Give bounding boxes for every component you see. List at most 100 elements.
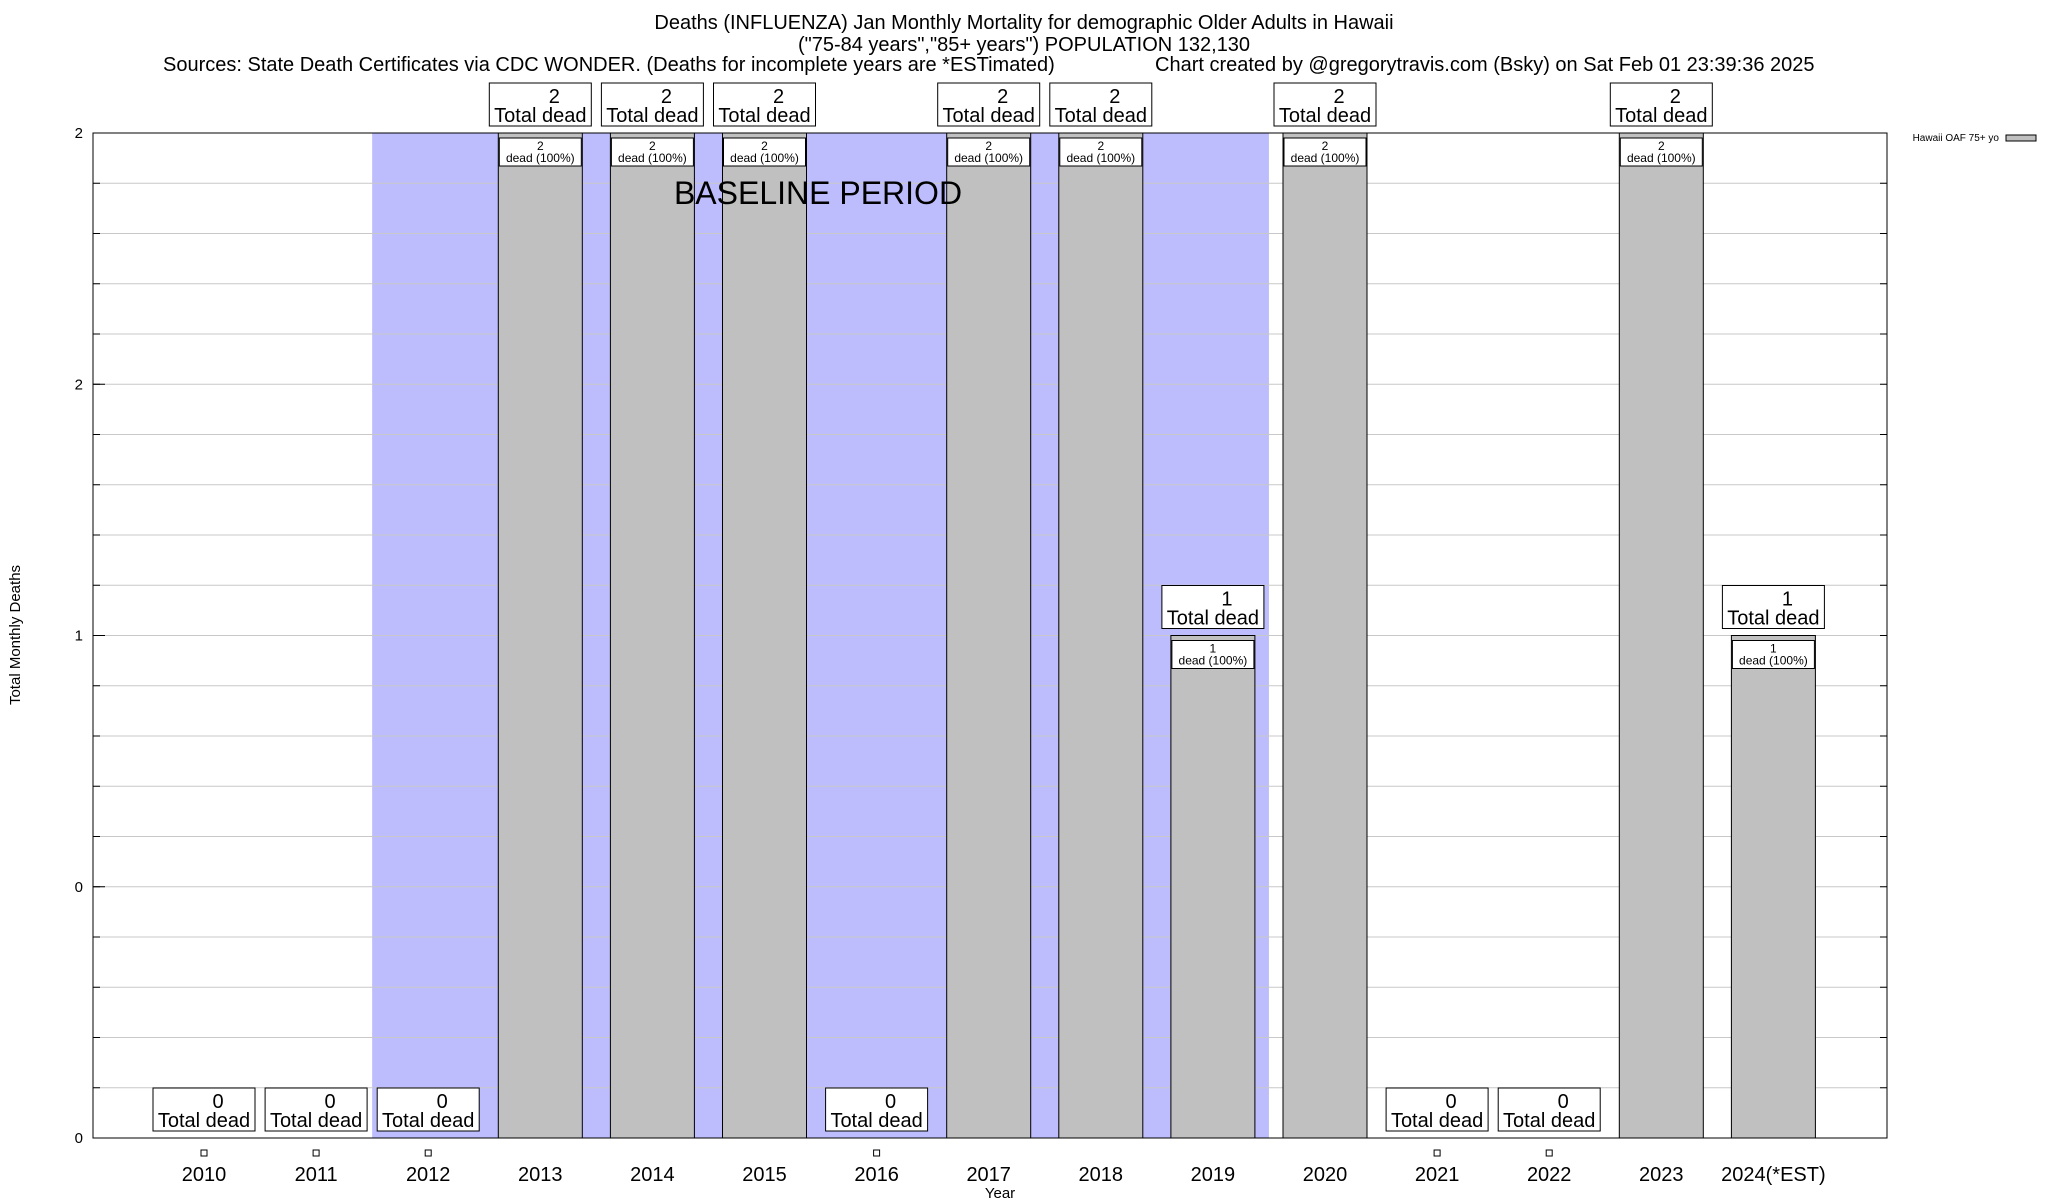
total-value-label: 0 [1558,1091,1569,1113]
total-label-box [1273,82,1377,127]
bar-inner-label-box [947,137,1031,167]
bar-inner-label: dead (100%) [954,151,1023,165]
total-dead-label: Total dead [1615,105,1707,127]
total-dead-label: Total dead [382,1110,474,1132]
bar-inner-label: dead (100%) [730,151,799,165]
bar-inner-value: 2 [1097,139,1104,153]
zero-marker [424,1149,432,1157]
total-label-box [600,82,704,127]
total-value-label: 2 [1109,86,1120,108]
bar-inner-value: 2 [649,139,656,153]
total-label-box [1385,1087,1489,1132]
sources-text: Sources: State Death Certificates via CD… [163,54,1055,76]
x-tick-label: 2015 [742,1164,787,1186]
total-dead-label: Total dead [943,105,1035,127]
bar-inner-value: 2 [985,139,992,153]
x-axis-title: Year [985,1185,1015,1200]
bar-inner-value: 2 [761,139,768,153]
total-value-label: 0 [212,1091,223,1113]
bar-inner-label-box [1171,640,1255,669]
total-value-label: 2 [997,86,1008,108]
total-label-box [1049,82,1153,127]
bar-inner-label: dead (100%) [1627,151,1696,165]
legend-swatch [2005,134,2037,142]
bar-inner-label-box [1283,137,1367,167]
bar-inner-label: dead (100%) [1179,654,1248,668]
total-label-box [1721,585,1825,629]
total-label-box [1609,82,1713,127]
bar-inner-label: dead (100%) [1739,654,1808,668]
x-tick-label: 2022 [1527,1164,1572,1186]
total-value-label: 2 [661,86,672,108]
total-value-label: 0 [1446,1091,1457,1113]
total-label-box [1497,1087,1601,1132]
chart-title: Deaths (INFLUENZA) Jan Monthly Mortality… [0,12,2048,56]
y-tick-label: 0 [75,1130,83,1147]
bar-inner-label-box [610,137,694,167]
y-tick-label: 2 [75,376,83,393]
total-dead-label: Total dead [270,1110,362,1132]
total-label-box [376,1087,480,1132]
total-dead-label: Total dead [1727,608,1819,630]
zero-marker [1433,1149,1441,1157]
total-dead-label: Total dead [606,105,698,127]
zero-marker [873,1149,881,1157]
total-value-label: 2 [773,86,784,108]
y-tick-label: 0 [75,879,83,896]
bar-inner-label-box [498,137,582,167]
x-tick-label: 2020 [1303,1164,1348,1186]
x-tick-label: 2023 [1639,1164,1684,1186]
total-label-box [825,1087,929,1132]
x-tick-label: 2012 [406,1164,451,1186]
bar [722,132,807,1139]
bar-inner-label: dead (100%) [1066,151,1135,165]
total-label-box [713,82,816,127]
credit-text: Chart created by @gregorytravis.com (Bsk… [1155,54,1815,76]
bar [1058,132,1144,1139]
bar [609,132,695,1139]
x-tick-label: 2014 [630,1164,675,1186]
x-tick-label: 2017 [966,1164,1011,1186]
x-tick-label: 2019 [1191,1164,1236,1186]
bar-inner-label-box [723,137,806,167]
total-dead-label: Total dead [158,1110,250,1132]
total-dead-label: Total dead [1055,105,1147,127]
x-tick-label: 2011 [295,1164,338,1186]
bar-inner-label-box [1619,137,1703,167]
bar [1730,635,1816,1139]
bar-inner-label: dead (100%) [618,151,687,165]
total-dead-label: Total dead [1503,1110,1595,1132]
legend-label: Hawaii OAF 75+ yo [1913,133,2000,144]
total-label-box [1161,585,1265,629]
baseline-annotation: BASELINE PERIOD [674,175,962,211]
zero-marker [312,1149,320,1157]
y-tick-label: 2 [75,125,83,142]
bar-inner-label-box [1731,640,1815,669]
bar-inner-value: 1 [1210,642,1217,656]
x-tick-label: 2016 [854,1164,899,1186]
chart-title-line-1: Deaths (INFLUENZA) Jan Monthly Mortality… [654,12,1394,34]
total-dead-label: Total dead [1391,1110,1483,1132]
x-tick-label: 2018 [1079,1164,1124,1186]
total-dead-label: Total dead [494,105,586,127]
y-tick-label: 1 [75,628,83,645]
total-dead-label: Total dead [718,105,810,127]
total-value-label: 1 [1221,589,1232,611]
x-tick-label: 2021 [1415,1164,1460,1186]
total-label-box [264,1087,368,1132]
bar-inner-value: 2 [1322,139,1329,153]
total-value-label: 2 [1333,86,1344,108]
zero-marker [200,1149,208,1157]
total-value-label: 1 [1782,589,1793,611]
bar-inner-label: dead (100%) [506,151,575,165]
bar [1170,635,1256,1139]
x-tick-label: 2010 [182,1164,227,1186]
x-tick-label: 2013 [518,1164,563,1186]
plot-frame [92,132,1888,1139]
bar-inner-value: 2 [1658,139,1665,153]
total-value-label: 2 [549,86,560,108]
y-axis-title: Total Monthly Deaths [7,565,24,705]
total-dead-label: Total dead [1167,608,1259,630]
bar [1282,132,1368,1139]
